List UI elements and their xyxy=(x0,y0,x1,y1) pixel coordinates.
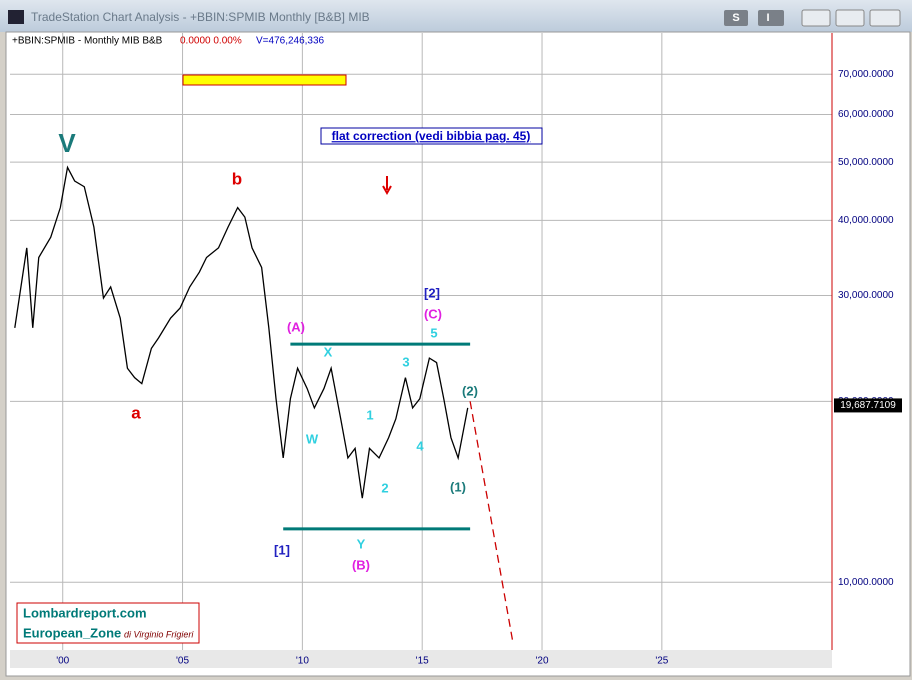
x-tick-label: '20 xyxy=(535,656,548,667)
i-label: I xyxy=(766,12,769,24)
last-price-box xyxy=(834,398,902,413)
note: flat correction (vedi bibbia pag. 45) xyxy=(332,129,531,143)
x-tick-label: '25 xyxy=(655,656,668,667)
wave-label: X xyxy=(324,344,333,359)
window-title: TradeStation Chart Analysis - +BBIN:SPMI… xyxy=(31,10,370,24)
x-axis-band xyxy=(10,650,832,668)
y-tick-label: 50,000.0000 xyxy=(838,157,894,168)
logo-site: Lombardreport.com xyxy=(23,605,147,620)
y-tick-label: 60,000.0000 xyxy=(838,109,894,120)
note-box xyxy=(320,127,543,145)
wave-label: 4 xyxy=(416,438,424,453)
wave-label: Y xyxy=(357,536,366,551)
wave-label: b xyxy=(232,169,242,188)
wave-label: (A) xyxy=(287,319,305,334)
change-info: 0.0000 0.00% xyxy=(180,36,242,47)
x-tick-label: '00 xyxy=(56,656,69,667)
wave-label: (C) xyxy=(424,306,442,321)
y-tick-label: 40,000.0000 xyxy=(838,215,894,226)
last-price-label: 19,687.7109 xyxy=(840,400,896,411)
y-tick-label: 70,000.0000 xyxy=(838,69,894,80)
price-line xyxy=(14,165,469,499)
maximize-button[interactable] xyxy=(835,9,865,27)
wave-label: W xyxy=(306,431,319,446)
s-button[interactable] xyxy=(724,10,748,26)
wave-label: (1) xyxy=(450,479,466,494)
wave-label: 2 xyxy=(381,480,388,495)
down-arrow xyxy=(382,176,392,196)
wave-label: [1] xyxy=(274,542,290,557)
logo-author: di Virginio Frigieri xyxy=(124,629,194,639)
i-button[interactable] xyxy=(758,10,784,26)
wave-label: (2) xyxy=(462,383,478,398)
wave-label: V xyxy=(58,128,76,158)
logo-box xyxy=(16,602,200,644)
close-button[interactable] xyxy=(869,9,901,27)
wave-label: 1 xyxy=(366,407,373,422)
wave-label: [2] xyxy=(424,285,440,300)
s-label: S xyxy=(732,12,739,24)
app-icon xyxy=(8,10,24,24)
symbol-info: +BBIN:SPMIB - Monthly MIB B&B xyxy=(12,36,163,47)
highlight-box xyxy=(182,74,347,86)
wave-label: 5 xyxy=(430,325,437,340)
x-tick-label: '10 xyxy=(296,656,309,667)
volume-info: V=476,246,336 xyxy=(256,36,325,47)
wave-label: (B) xyxy=(352,557,370,572)
forecast-line xyxy=(469,401,514,645)
y-tick-label: 30,000.0000 xyxy=(838,290,894,301)
logo-zone: European_Zone xyxy=(23,625,121,640)
wave-label: a xyxy=(131,403,141,422)
x-tick-label: '05 xyxy=(176,656,189,667)
y-tick-label: 10,000.0000 xyxy=(838,577,894,588)
x-tick-label: '15 xyxy=(416,656,429,667)
minimize-button[interactable] xyxy=(801,9,831,27)
wave-label: 3 xyxy=(402,354,409,369)
